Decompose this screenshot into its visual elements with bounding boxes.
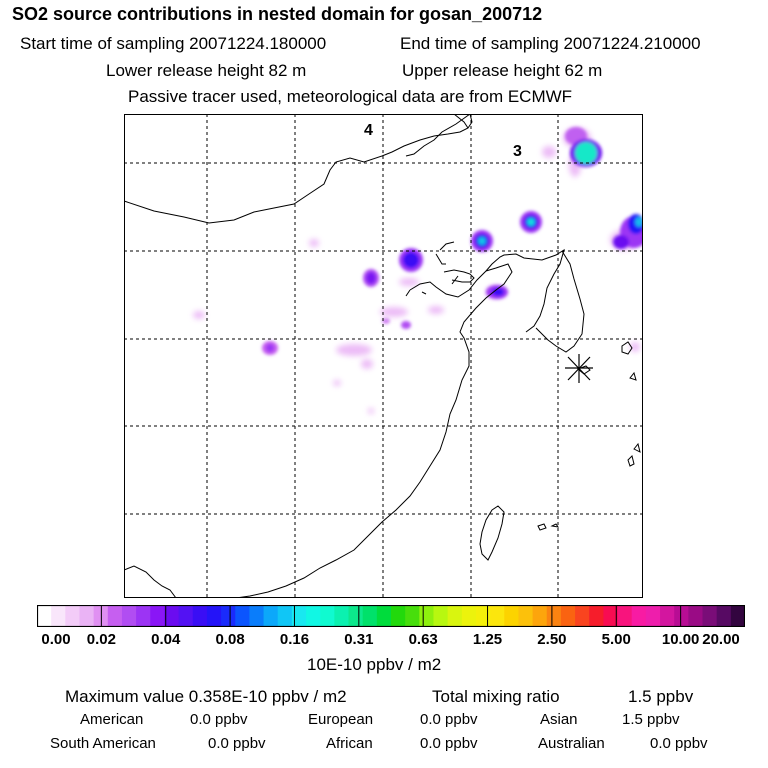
- colorbar-cell: [688, 605, 704, 627]
- colorbar-cell: [121, 605, 137, 627]
- colorbar-tick-label: 20.00: [702, 631, 740, 648]
- colorbar-cell: [79, 605, 95, 627]
- colorbar-cell: [291, 605, 307, 627]
- upper-release-height: Upper release height 62 m: [402, 61, 603, 80]
- region-value: 1.5 ppbv: [622, 711, 680, 728]
- tracer-note: Passive tracer used, meteorological data…: [128, 87, 573, 106]
- region-value: 0.0 ppbv: [420, 735, 478, 752]
- colorbar-tick-label: 1.25: [472, 631, 503, 648]
- colorbar-tick-label: 0.08: [215, 631, 245, 648]
- domain-label-3: 3: [513, 143, 522, 160]
- colorbar-cell: [730, 605, 745, 627]
- colorbar-cell: [447, 605, 463, 627]
- colorbar-cell: [235, 605, 250, 627]
- colorbar-unit: 10E-10 ppbv / m2: [307, 655, 442, 674]
- colorbar-cell: [150, 605, 166, 627]
- colorbar-cell: [603, 605, 619, 627]
- colorbar-tick-label: 10.00: [661, 631, 700, 648]
- total-mixing-label: Total mixing ratio: [432, 687, 560, 706]
- colorbar-cell: [419, 605, 435, 627]
- map-panel: 4 3: [124, 114, 643, 598]
- region-value: 0.0 ppbv: [650, 735, 708, 752]
- region-name: Australian: [538, 735, 605, 752]
- coastline: [124, 114, 641, 598]
- colorbar-cell: [178, 605, 194, 627]
- colorbar-cell: [518, 605, 534, 627]
- colorbar-cell: [263, 605, 279, 627]
- colorbar-cell: [461, 605, 477, 627]
- region-value: 0.0 ppbv: [208, 735, 266, 752]
- colorbar-cell: [362, 605, 378, 627]
- domain-label-4: 4: [364, 122, 373, 139]
- colorbar-tick-label: 2.50: [537, 631, 567, 648]
- start-time: Start time of sampling 20071224.180000: [20, 34, 327, 53]
- colorbar-cell: [433, 605, 449, 627]
- colorbar-cell: [51, 605, 66, 627]
- colorbar-tick-label: 0.00: [41, 631, 71, 648]
- colorbar-cell: [306, 605, 321, 627]
- total-mixing-value: 1.5 ppbv: [628, 687, 694, 706]
- colorbar-tick-label: 0.63: [408, 631, 438, 648]
- colorbar-cell: [277, 605, 293, 627]
- colorbar-cell: [376, 605, 392, 627]
- colorbar-tick-label: 0.31: [344, 631, 374, 648]
- colorbar-cell: [475, 605, 491, 627]
- colorbar-cell: [249, 605, 265, 627]
- region-name: European: [308, 711, 374, 728]
- colorbar-cell: [192, 605, 208, 627]
- colorbar-cell: [716, 605, 732, 627]
- map-frame: [124, 114, 643, 598]
- colorbar-cell: [660, 605, 675, 627]
- lat-lon-grid: [124, 114, 643, 598]
- lower-release-height: Lower release height 82 m: [106, 61, 307, 80]
- colorbar-cell: [107, 605, 123, 627]
- colorbar-cell: [504, 605, 520, 627]
- colorbar-cell: [645, 605, 661, 627]
- colorbar-cell: [221, 605, 236, 627]
- page-title: SO2 source contributions in nested domai…: [12, 4, 543, 24]
- colorbar-tick-label: 0.16: [279, 631, 310, 648]
- colorbar-cell: [532, 605, 548, 627]
- colorbar-cell: [391, 605, 406, 627]
- colorbar-cell: [631, 605, 647, 627]
- colorbar-tick-label: 0.04: [151, 631, 181, 648]
- region-name: African: [326, 735, 373, 752]
- concentration-field: [193, 127, 643, 414]
- colorbar: [37, 605, 745, 627]
- colorbar-cell: [65, 605, 81, 627]
- colorbar-cell: [490, 605, 505, 627]
- colorbar-cell: [617, 605, 633, 627]
- colorbar-cell: [674, 605, 689, 627]
- colorbar-cell: [702, 605, 718, 627]
- region-name: Asian: [540, 711, 578, 728]
- receptor-star-icon: [565, 354, 593, 383]
- colorbar-cell: [546, 605, 562, 627]
- colorbar-tick-label: 5.00: [601, 631, 631, 648]
- colorbar-cell: [136, 605, 151, 627]
- colorbar-cell: [575, 605, 590, 627]
- colorbar-cell: [334, 605, 350, 627]
- colorbar-cell: [320, 605, 335, 627]
- colorbar-cell: [560, 605, 576, 627]
- region-value: 0.0 ppbv: [420, 711, 478, 728]
- colorbar-tick-label: 0.02: [86, 631, 116, 648]
- region-name: American: [80, 711, 144, 728]
- region-value: 0.0 ppbv: [190, 711, 248, 728]
- region-name: South American: [50, 735, 156, 752]
- colorbar-cell: [405, 605, 420, 627]
- colorbar-cell: [348, 605, 364, 627]
- colorbar-cell: [589, 605, 604, 627]
- colorbar-cell: [206, 605, 222, 627]
- end-time: End time of sampling 20071224.210000: [400, 34, 701, 53]
- colorbar-cell: [37, 605, 52, 627]
- max-value: Maximum value 0.358E-10 ppbv / m2: [65, 687, 347, 706]
- colorbar-cell: [164, 605, 180, 627]
